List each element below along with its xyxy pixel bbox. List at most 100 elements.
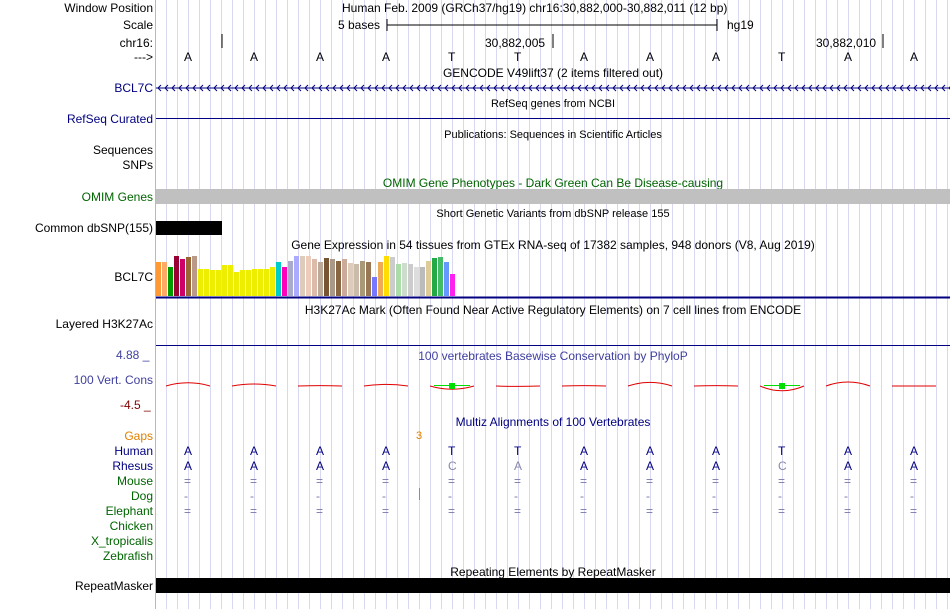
base-letter: A <box>580 50 589 64</box>
species-label[interactable]: Chicken <box>109 519 153 533</box>
strand-arrow <box>416 84 421 92</box>
strand-arrow <box>234 84 239 92</box>
repeatmasker-block[interactable] <box>156 578 950 593</box>
strand-arrow <box>185 84 190 92</box>
strand-arrow <box>542 84 547 92</box>
base-letter: T <box>448 50 456 64</box>
scale-bar <box>386 19 718 31</box>
gtex-expression-chart[interactable] <box>156 252 950 300</box>
phylop-max-label: 4.88 _ <box>116 348 150 362</box>
strand-arrow <box>829 84 834 92</box>
refseq-label[interactable]: RefSeq Curated <box>66 112 153 126</box>
strand-arrow <box>682 84 687 92</box>
track-area[interactable] <box>155 0 950 609</box>
alignment-char: = <box>580 474 588 488</box>
strand-arrow <box>759 84 764 92</box>
phylop-conservation-plot[interactable] <box>156 372 950 402</box>
strand-arrow <box>199 84 204 92</box>
h3k27ac-label[interactable]: Layered H3K27Ac <box>55 317 153 331</box>
strand-arrow <box>206 84 211 92</box>
gaps-label[interactable]: Gaps <box>124 429 153 443</box>
gtex-tissue-bar <box>258 269 263 296</box>
strand-arrow <box>409 84 414 92</box>
species-label[interactable]: Dog <box>130 489 153 503</box>
gencode-label[interactable]: BCL7C <box>114 81 153 95</box>
strand-arrow <box>213 84 218 92</box>
species-label[interactable]: Mouse <box>116 474 153 488</box>
dbsnp-variant-block[interactable] <box>156 221 222 235</box>
dbsnp-title: Short Genetic Variants from dbSNP releas… <box>436 208 670 220</box>
alignment-char: A <box>844 459 853 473</box>
browser-grid <box>155 0 948 609</box>
alignment-char: = <box>712 504 720 518</box>
base-letter: A <box>712 50 721 64</box>
strand-arrow <box>780 84 785 92</box>
strand-arrow <box>171 84 176 92</box>
coord-2: 30,882,010 <box>816 36 877 50</box>
omim-title: OMIM Gene Phenotypes - Dark Green Can Be… <box>382 176 724 190</box>
strand-arrow <box>297 84 302 92</box>
strand-arrow <box>192 84 197 92</box>
gtex-label[interactable]: BCL7C <box>114 270 153 284</box>
strand-arrow <box>619 84 624 92</box>
alignment-char: = <box>844 504 852 518</box>
species-label[interactable]: Zebrafish <box>102 549 153 563</box>
strand-arrow <box>731 84 736 92</box>
alignment-char: T <box>448 444 456 458</box>
strand-arrow <box>311 84 316 92</box>
strand-arrow <box>584 84 589 92</box>
phylop-label[interactable]: 100 Vert. Cons <box>73 373 153 387</box>
strand-arrow <box>640 84 645 92</box>
phylop-min-label: -4.5 _ <box>120 398 151 412</box>
gtex-tissue-bar <box>300 256 305 296</box>
strand-arrow <box>689 84 694 92</box>
gtex-tissue-bar <box>420 267 425 296</box>
species-label[interactable]: Human <box>114 444 153 458</box>
alignment-char: = <box>910 504 918 518</box>
refseq-gene-line[interactable] <box>156 118 950 119</box>
omim-label[interactable]: OMIM Genes <box>81 190 153 204</box>
strand-arrow <box>794 84 799 92</box>
species-label[interactable]: X_tropicalis <box>90 534 153 548</box>
strand-arrow <box>577 84 582 92</box>
publications-sequences-label[interactable]: Sequences <box>92 143 153 157</box>
repeatmasker-label[interactable]: RepeatMasker <box>74 579 153 593</box>
strand-arrow <box>745 84 750 92</box>
omim-phenotype-bar[interactable] <box>156 189 950 204</box>
strand-arrow <box>920 84 925 92</box>
alignment-char: A <box>580 459 589 473</box>
strand-arrow <box>843 84 848 92</box>
strand-arrow <box>654 84 659 92</box>
alignment-char: A <box>712 459 721 473</box>
publications-snps-label[interactable]: SNPs <box>122 158 153 172</box>
gencode-transcript[interactable] <box>156 82 950 94</box>
alignment-char: A <box>250 459 259 473</box>
gtex-tissue-bar <box>354 264 359 296</box>
coord-1: 30,882,005 <box>485 36 546 50</box>
strand-arrow <box>899 84 904 92</box>
alignment-char: = <box>514 504 522 518</box>
gtex-tissue-bar <box>276 262 281 296</box>
strand-arrow <box>815 84 820 92</box>
alignment-char: - <box>448 489 452 503</box>
strand-arrow <box>388 84 393 92</box>
base-letter: T <box>778 50 786 64</box>
alignment-char: A <box>382 444 391 458</box>
gtex-tissue-bar <box>282 267 287 296</box>
strand-arrow <box>269 84 274 92</box>
gtex-tissue-bar <box>306 256 311 296</box>
gtex-tissue-bar <box>414 267 419 296</box>
species-label[interactable]: Elephant <box>105 504 153 518</box>
strand-arrow <box>633 84 638 92</box>
strand-arrow <box>227 84 232 92</box>
strand-arrow <box>927 84 932 92</box>
strand-arrow <box>318 84 323 92</box>
strand-arrow <box>290 84 295 92</box>
alignment-char: A <box>316 444 325 458</box>
strand-arrow <box>381 84 386 92</box>
dbsnp-label[interactable]: Common dbSNP(155) <box>34 221 153 235</box>
strand-arrow <box>801 84 806 92</box>
strand-arrow <box>857 84 862 92</box>
species-label[interactable]: Rhesus <box>112 459 153 473</box>
alignment-char: A <box>184 459 193 473</box>
